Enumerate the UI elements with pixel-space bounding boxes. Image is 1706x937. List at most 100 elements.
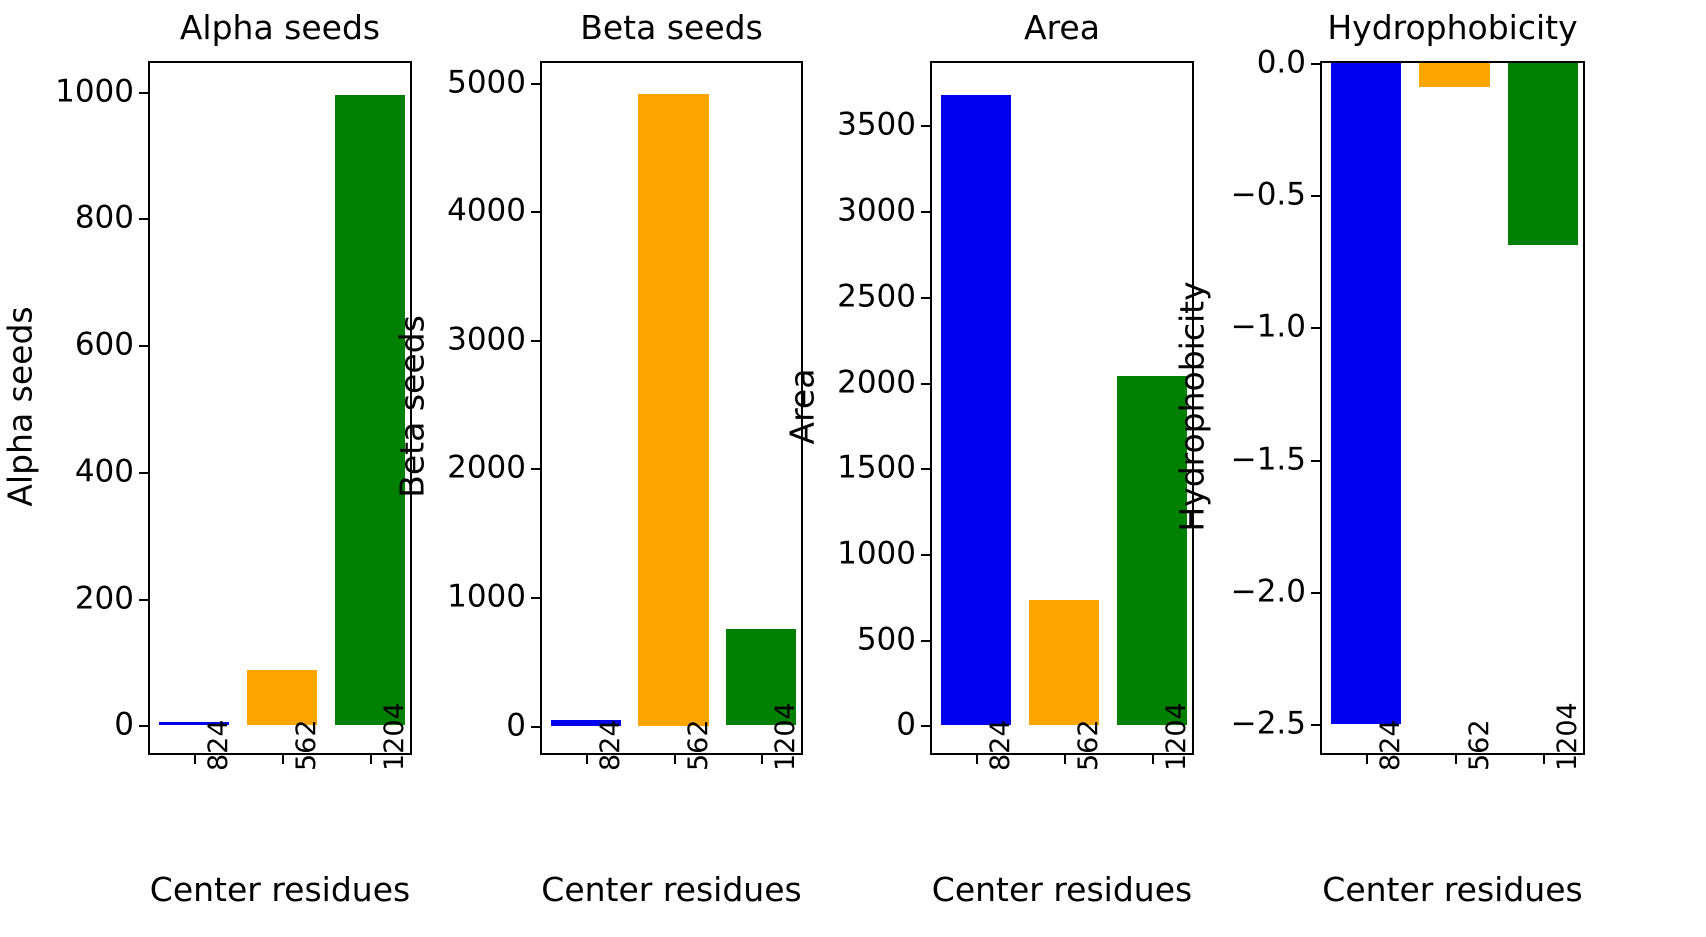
x-axis-tick-label: 824 [594, 719, 626, 771]
plot-axes: 0 200 400 600 800 1000 824 562 1204 [55, 61, 412, 771]
y-axis-tick-label: 5000 [447, 64, 526, 101]
x-axis-tick [1366, 753, 1369, 764]
panel-title: Alpha seeds [179, 8, 381, 47]
y-axis-label: Area [782, 368, 822, 445]
y-axis-tick-label: −2.0 [1230, 573, 1306, 610]
y-axis-tick [531, 596, 542, 599]
y-axis-tick [1311, 327, 1322, 330]
y-axis-tick [139, 598, 150, 601]
y-axis-tick-label: 0 [506, 707, 526, 743]
plot-area [150, 63, 410, 753]
bar-824 [940, 94, 1012, 726]
y-axis-tick-label: 1000 [447, 578, 526, 615]
y-axis-tick [921, 125, 932, 128]
y-axis-tick [921, 554, 932, 556]
x-axis-tick [1454, 753, 1457, 764]
plot-axes: 0 500 1000 1500 2000 2500 3000 3500 824 562 1204 [837, 61, 1194, 771]
plot-axes: 0.0 −0.5 −1.0 −1.5 −2.0 −2.5 824 562 1204 [1231, 47, 1585, 771]
panel-title: Area [1024, 8, 1100, 47]
chart-panel-1: Alpha seeds 0 200 400 600 800 1000 824 562 1204 Al… [0, 0, 427, 937]
y-axis-tick-label: 0 [114, 706, 134, 743]
bar-562 [246, 670, 318, 726]
x-axis-tick [673, 753, 676, 764]
y-axis-label: Beta seeds [392, 315, 432, 498]
x-axis-tick [1152, 753, 1154, 764]
x-axis-tick-label: 824 [1375, 719, 1407, 771]
y-axis-tick-label: 3500 [837, 106, 916, 143]
y-axis-tick-label: −0.5 [1230, 176, 1306, 213]
y-axis-tick-label: 2500 [837, 278, 916, 315]
y-axis-tick-label: 1000 [55, 73, 134, 110]
y-axis-tick [531, 725, 542, 728]
chart-panel-2: Beta seeds 0 1000 2000 3000 4000 5000 824 562 120… [393, 0, 854, 937]
x-axis-tick [194, 753, 196, 764]
x-axis-tick [1064, 753, 1066, 764]
bar-824 [158, 722, 230, 726]
bar-1204 [726, 629, 797, 726]
x-axis-tick-label: 1204 [1551, 702, 1583, 771]
bar-1204 [1507, 63, 1579, 246]
x-axis-tick-label: 562 [291, 719, 322, 771]
y-axis-tick-label: −1.5 [1230, 441, 1306, 478]
y-axis-tick [139, 725, 150, 728]
plot-area [1322, 63, 1583, 753]
panel-title: Beta seeds [580, 8, 763, 47]
bar-562 [1028, 600, 1100, 726]
y-axis-tick-label: 2000 [447, 449, 526, 486]
y-axis-tick [1311, 723, 1322, 726]
y-axis-tick [139, 91, 150, 94]
y-axis-tick [531, 468, 542, 471]
y-axis-tick-label: 0 [896, 706, 916, 743]
bar-1204 [1116, 375, 1188, 726]
x-axis-tick [976, 753, 978, 764]
y-axis-tick-label: 2000 [837, 364, 916, 401]
x-axis-label: Center residues [1322, 870, 1583, 909]
y-axis-tick-label: 3000 [837, 192, 916, 229]
bar-562 [638, 94, 709, 726]
y-axis-tick-label: 0.0 [1256, 44, 1306, 81]
bar-562 [1419, 63, 1490, 87]
x-axis-label: Center residues [541, 870, 802, 909]
x-axis-tick-label: 824 [203, 719, 234, 771]
y-axis-tick [921, 211, 932, 214]
y-axis-tick-label: 1000 [837, 535, 916, 572]
bar-1204 [334, 94, 406, 726]
y-axis-tick [1311, 63, 1322, 65]
x-axis-tick [761, 753, 764, 764]
y-axis-tick [921, 382, 932, 385]
y-axis-tick [921, 296, 932, 299]
chart-panel-3: Area 0 500 1000 1500 2000 2500 3000 3500 824 562 12… [783, 0, 1280, 937]
y-axis-tick-label: 3000 [447, 321, 526, 358]
y-axis-tick [921, 468, 932, 471]
y-axis-tick-label: 600 [74, 326, 134, 363]
y-axis-tick-label: 500 [856, 621, 916, 658]
y-axis-tick [921, 725, 932, 728]
y-axis-tick [921, 639, 932, 642]
y-axis-tick-label: −2.5 [1230, 705, 1306, 742]
y-axis-tick-label: 800 [74, 199, 134, 236]
x-axis-label: Center residues [931, 870, 1193, 909]
y-axis-tick-label: 400 [74, 453, 134, 490]
chart-panel-4: Hydrophobicity 0.0 −0.5 −1.0 −1.5 −2.0 −2.5 824… [1173, 0, 1706, 937]
x-axis-tick [282, 753, 284, 764]
y-axis-tick-label: 200 [74, 580, 134, 617]
y-axis-label: Alpha seeds [0, 306, 40, 507]
y-axis-tick [531, 82, 542, 85]
y-axis-tick [531, 339, 542, 342]
plot-area [542, 63, 801, 753]
x-axis-tick-label: 562 [1463, 719, 1495, 771]
y-axis-label: Hydrophobicity [1172, 281, 1212, 532]
x-axis-tick [585, 753, 588, 764]
x-axis-label: Center residues [149, 870, 411, 909]
panel-title: Hydrophobicity [1327, 8, 1578, 47]
y-axis-tick-label: 4000 [447, 192, 526, 229]
x-axis-tick-label: 824 [985, 719, 1016, 771]
bar-824 [550, 719, 621, 726]
y-axis-tick [139, 471, 150, 474]
y-axis-tick [1311, 195, 1322, 198]
bar-824 [1330, 63, 1402, 724]
y-axis-tick [1311, 591, 1322, 594]
plot-area [932, 63, 1192, 753]
y-axis-tick-label: 1500 [837, 449, 916, 486]
